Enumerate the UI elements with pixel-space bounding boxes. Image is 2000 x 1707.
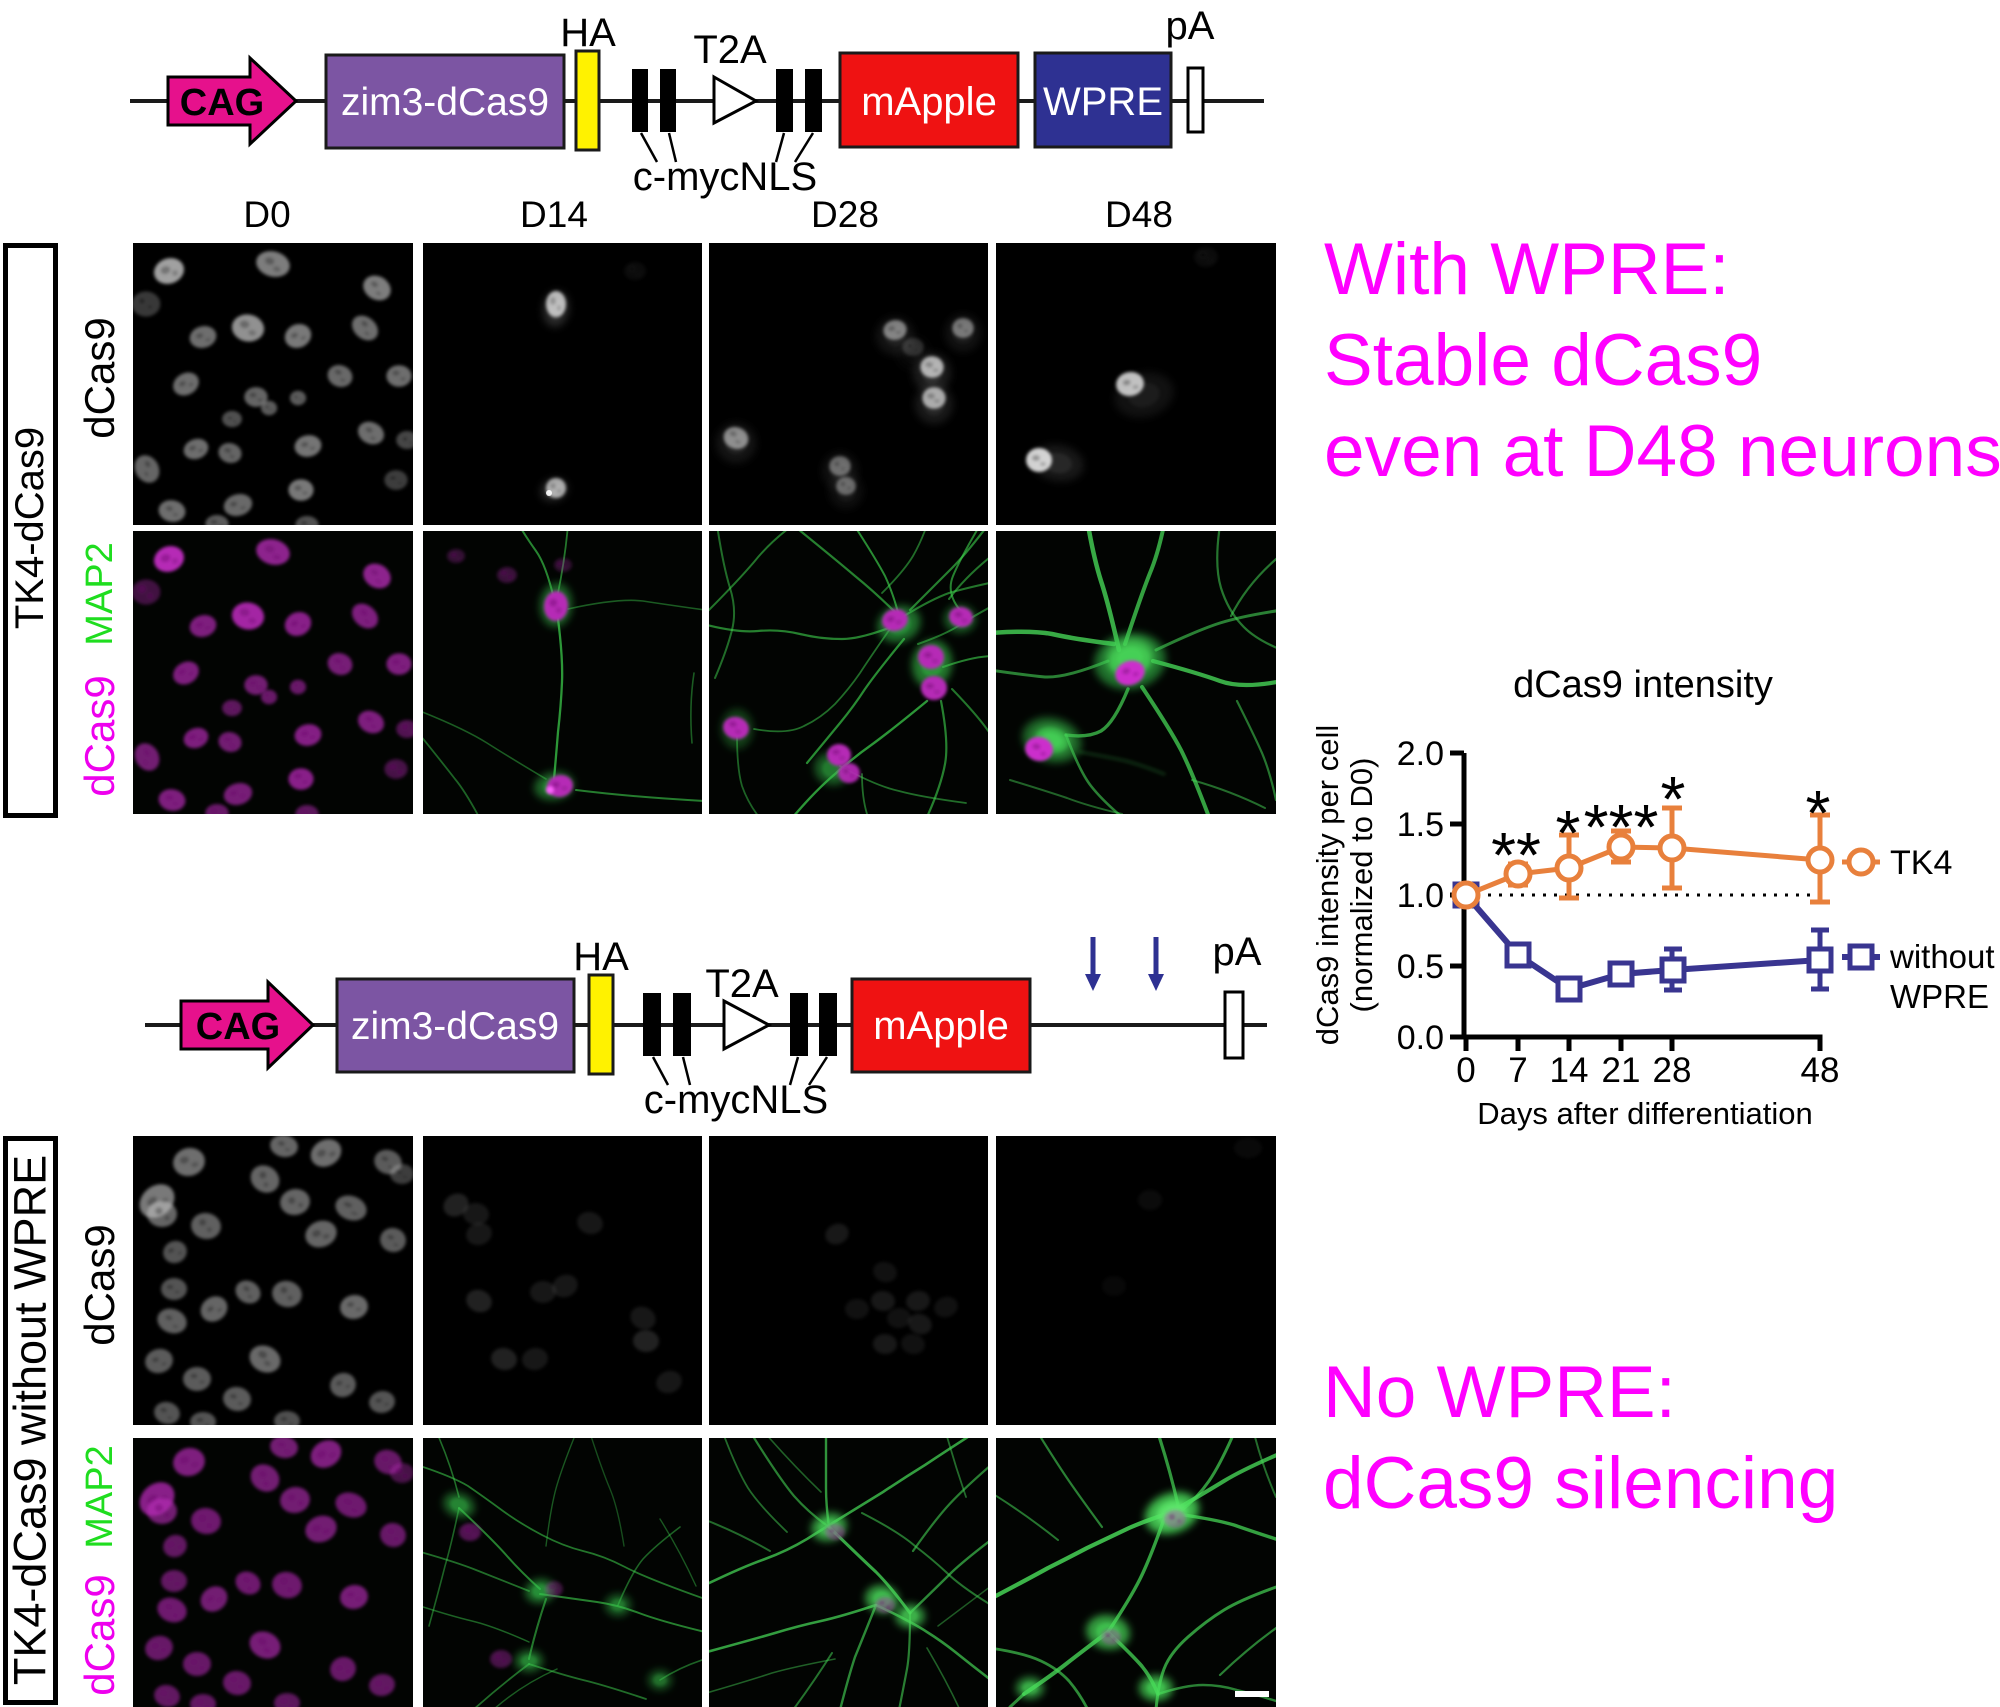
svg-text:(normalized to D0): (normalized to D0) — [1344, 758, 1379, 1013]
svg-text:TK4: TK4 — [1890, 844, 1952, 882]
svg-text:T2A: T2A — [705, 962, 779, 1006]
svg-text:dCas9 intensity per cell: dCas9 intensity per cell — [1310, 725, 1345, 1046]
svg-text:*: * — [1806, 777, 1831, 849]
svg-text:14: 14 — [1550, 1051, 1589, 1090]
svg-text:without: without — [1889, 938, 1995, 975]
svg-text:1.5: 1.5 — [1397, 806, 1444, 844]
svg-text:28: 28 — [1653, 1051, 1692, 1090]
svg-text:0.5: 0.5 — [1397, 948, 1444, 986]
svg-text:HA: HA — [573, 935, 629, 979]
svg-text:c-mycNLS: c-mycNLS — [633, 155, 817, 199]
svg-text:2.0: 2.0 — [1397, 735, 1444, 773]
svg-text:*: * — [1661, 763, 1686, 835]
svg-text:***: *** — [1584, 791, 1659, 863]
svg-text:HA: HA — [560, 11, 616, 55]
svg-text:pA: pA — [1166, 4, 1215, 48]
svg-text:7: 7 — [1508, 1051, 1527, 1090]
svg-text:zim3-dCas9: zim3-dCas9 — [341, 81, 549, 124]
svg-text:pA: pA — [1213, 930, 1262, 974]
svg-text:Days after differentiation: Days after differentiation — [1477, 1096, 1812, 1131]
svg-text:21: 21 — [1602, 1051, 1641, 1090]
svg-text:CAG: CAG — [180, 82, 264, 124]
svg-text:CAG: CAG — [196, 1006, 280, 1048]
svg-text:mApple: mApple — [873, 1004, 1009, 1048]
svg-text:mApple: mApple — [861, 80, 997, 124]
svg-text:WPRE: WPRE — [1043, 80, 1163, 124]
svg-text:c-mycNLS: c-mycNLS — [644, 1078, 828, 1122]
svg-text:0: 0 — [1456, 1051, 1475, 1090]
svg-text:1.0: 1.0 — [1397, 877, 1444, 915]
svg-text:WPRE: WPRE — [1890, 978, 1989, 1015]
svg-text:48: 48 — [1801, 1051, 1840, 1090]
svg-text:dCas9 intensity: dCas9 intensity — [1513, 664, 1773, 706]
svg-text:**: ** — [1491, 819, 1541, 891]
svg-text:*: * — [1556, 797, 1581, 869]
svg-text:zim3-dCas9: zim3-dCas9 — [351, 1005, 559, 1048]
svg-text:0.0: 0.0 — [1397, 1019, 1444, 1057]
svg-text:T2A: T2A — [693, 28, 767, 72]
